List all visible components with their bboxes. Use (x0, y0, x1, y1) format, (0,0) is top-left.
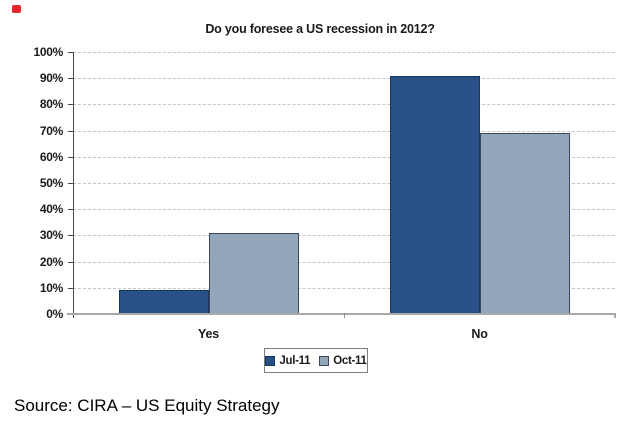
legend-swatch-oct-11 (319, 355, 330, 366)
y-tick-60 (68, 156, 73, 158)
y-tick-10 (68, 287, 73, 289)
y-axis-line (73, 52, 74, 318)
gridline-10 (73, 287, 615, 289)
y-axis-label-20: 20% (39, 254, 63, 269)
y-axis-label-60: 60% (39, 149, 63, 164)
legend-label-jul-11: Jul-11 (279, 354, 311, 367)
y-tick-90 (68, 78, 73, 80)
bar-yes-oct-11 (208, 232, 299, 314)
legend-item-jul-11: Jul-11 (265, 354, 311, 367)
legend-box: Jul-11 Oct-11 (264, 348, 368, 373)
gridline-90 (73, 78, 615, 80)
gridline-100 (73, 52, 615, 53)
y-axis-label-0: 0% (46, 307, 63, 321)
y-axis-label-70: 70% (39, 123, 63, 138)
y-tick-50 (68, 183, 73, 184)
gridline-30 (73, 235, 615, 237)
y-axis-labels: 100% 90% 80% 70% 60% 50% 40% 30% 20% 10% 0% (0, 45, 64, 321)
x-axis-line (67, 313, 616, 315)
bar-no-oct-11 (479, 133, 570, 314)
legend-label-oct-11: Oct-11 (333, 354, 367, 367)
y-tick-20 (68, 261, 73, 263)
y-axis-label-100: 100% (33, 45, 64, 59)
y-tick-70 (68, 130, 73, 132)
legend-item-oct-11: Oct-11 (319, 354, 367, 367)
bar-no-jul-11 (389, 75, 480, 314)
y-tick-40 (68, 209, 73, 211)
gridline-50 (73, 183, 615, 184)
y-axis-label-50: 50% (39, 176, 63, 190)
y-tick-80 (68, 104, 73, 106)
red-bullet-marker (12, 5, 21, 13)
x-axis-end-tick (614, 313, 616, 318)
y-axis-label-30: 30% (39, 228, 63, 243)
y-axis-label-40: 40% (39, 202, 63, 217)
gridline-80 (73, 104, 615, 106)
y-axis-label-90: 90% (39, 71, 63, 86)
y-tick-30 (68, 235, 73, 237)
x-axis-mid-tick (344, 313, 345, 318)
y-tick-100 (68, 52, 73, 53)
bar-yes-jul-11 (118, 290, 209, 314)
y-axis-label-80: 80% (39, 97, 63, 112)
category-label-yes: Yes (198, 327, 219, 341)
y-axis-label-10: 10% (39, 280, 63, 295)
plot-area (68, 52, 615, 315)
gridline-20 (73, 261, 615, 263)
legend-swatch-jul-11 (265, 355, 276, 366)
gridline-60 (73, 156, 615, 158)
chart-title: Do you foresee a US recession in 2012? (205, 22, 435, 36)
gridline-40 (73, 209, 615, 211)
category-label-no: No (471, 327, 488, 341)
source-text: Source: CIRA – US Equity Strategy (14, 396, 280, 415)
gridline-70 (73, 130, 615, 132)
